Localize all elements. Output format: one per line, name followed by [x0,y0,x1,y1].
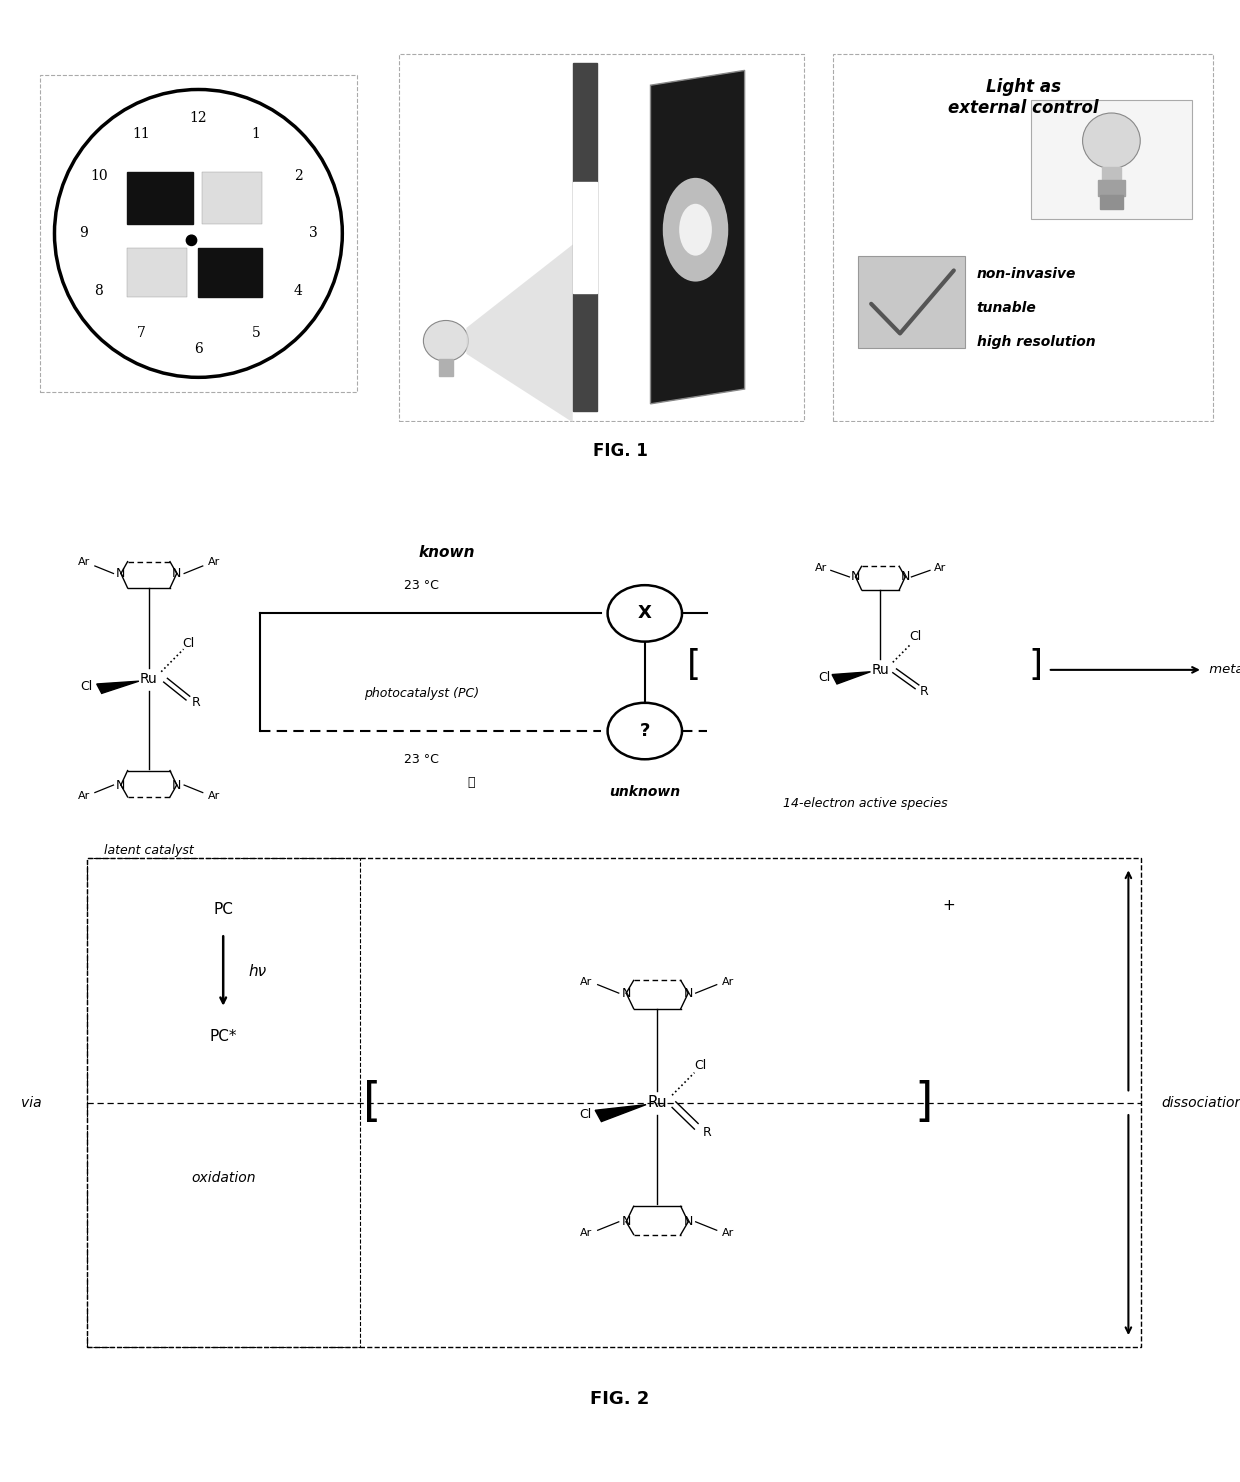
Text: oxidation: oxidation [191,1171,255,1186]
Text: 11: 11 [131,126,150,141]
Text: 3: 3 [309,227,317,240]
Text: FIG. 1: FIG. 1 [593,442,647,461]
Text: 🧪: 🧪 [467,777,475,790]
Polygon shape [832,671,870,685]
Text: N: N [117,778,125,791]
Text: Ar: Ar [78,791,89,802]
Text: N: N [851,571,861,584]
Circle shape [1083,113,1141,169]
Text: via: via [21,1095,41,1110]
Text: photocatalyst (PC): photocatalyst (PC) [365,686,479,700]
Bar [858,256,965,348]
Text: latent catalyst: latent catalyst [104,843,193,857]
Text: 23 °C: 23 °C [404,753,439,766]
Text: ?: ? [640,722,650,740]
Ellipse shape [680,205,712,255]
Bar [1100,194,1123,209]
Text: Ar: Ar [722,977,734,987]
Text: Ru: Ru [872,662,889,677]
Text: tunable: tunable [977,301,1037,316]
Text: R: R [919,685,929,698]
Bar [1097,179,1125,197]
Text: Ar: Ar [78,557,89,568]
Text: 4: 4 [294,285,303,298]
Text: N: N [117,568,125,579]
Text: ]: ] [915,1080,932,1125]
Bar [87,858,1141,1347]
Circle shape [608,585,682,642]
Text: N: N [621,987,631,1000]
Text: N: N [900,571,910,584]
Text: Ar: Ar [815,563,827,572]
Text: N: N [172,778,181,791]
Text: 5: 5 [252,326,260,341]
Circle shape [186,236,197,246]
Text: [: [ [363,1080,381,1125]
Text: dissociation: dissociation [1162,1095,1240,1110]
Ellipse shape [663,178,728,282]
Text: 9: 9 [79,227,88,240]
Text: known: known [418,545,475,560]
Text: N: N [172,568,181,579]
Text: Ar: Ar [580,977,593,987]
Text: Ar: Ar [934,563,946,572]
Text: Ru: Ru [140,673,157,686]
Bar [126,249,187,296]
Text: X: X [637,605,652,622]
Text: 2: 2 [294,169,303,182]
Text: metathesis: metathesis [1205,664,1240,676]
Bar [1102,167,1121,182]
Bar [573,64,598,412]
Text: Ar: Ar [580,1229,593,1237]
Bar [198,249,262,296]
Text: 10: 10 [89,169,108,182]
Text: Cl: Cl [909,630,921,643]
Text: FIG. 2: FIG. 2 [590,1390,650,1408]
Text: R: R [191,697,201,710]
Text: Cl: Cl [694,1058,707,1071]
Text: 7: 7 [136,326,145,341]
Text: +: + [942,898,955,913]
Bar [439,360,454,376]
Text: non-invasive: non-invasive [977,267,1076,282]
Text: 23 °C: 23 °C [404,578,439,591]
Text: PC: PC [213,903,233,917]
Text: high resolution: high resolution [977,335,1095,350]
Text: Cl: Cl [818,671,831,683]
Text: N: N [683,1215,693,1229]
Text: 1: 1 [252,126,260,141]
Text: unknown: unknown [609,785,681,799]
Polygon shape [466,245,573,422]
Circle shape [423,320,469,362]
Text: PC*: PC* [210,1030,237,1045]
Text: Cl: Cl [81,680,93,694]
Text: 12: 12 [190,111,207,126]
Text: Ar: Ar [208,791,219,802]
Text: R: R [702,1126,712,1140]
Bar [1030,101,1192,219]
Bar [202,172,262,224]
Text: ]: ] [1028,648,1043,682]
Polygon shape [651,70,744,405]
Bar [87,858,360,1347]
Circle shape [608,702,682,759]
Text: 8: 8 [94,285,103,298]
Text: [: [ [687,648,702,682]
Text: 14-electron active species: 14-electron active species [782,797,947,809]
Text: Light as
external control: Light as external control [947,79,1099,117]
Polygon shape [595,1104,646,1122]
Bar [573,182,598,293]
Text: 6: 6 [193,341,203,356]
Polygon shape [97,682,139,694]
Text: Ar: Ar [208,557,219,568]
Text: Ru: Ru [647,1095,667,1110]
Text: hν: hν [249,963,267,978]
Text: N: N [621,1215,631,1229]
Text: Cl: Cl [182,637,195,651]
Text: N: N [683,987,693,1000]
Bar [126,172,192,224]
Text: Ar: Ar [722,1229,734,1237]
Text: Cl: Cl [579,1107,591,1120]
Circle shape [55,89,342,378]
